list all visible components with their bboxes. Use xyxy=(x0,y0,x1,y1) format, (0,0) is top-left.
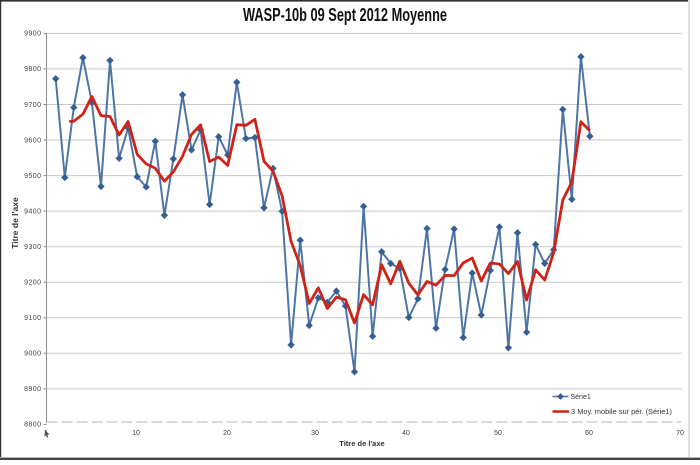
svg-text:60: 60 xyxy=(585,430,593,437)
svg-text:3 Moy. mobile sur pér. (Série1: 3 Moy. mobile sur pér. (Série1) xyxy=(571,409,672,416)
svg-text:9500: 9500 xyxy=(24,173,41,180)
svg-text:9800: 9800 xyxy=(24,66,41,73)
svg-text:40: 40 xyxy=(402,430,410,437)
svg-text:8900: 8900 xyxy=(24,386,41,393)
svg-text:WASP-10b 09 Sept 2012 Moyenne: WASP-10b 09 Sept 2012 Moyenne xyxy=(243,5,447,25)
svg-text:9300: 9300 xyxy=(24,244,41,251)
svg-text:10: 10 xyxy=(132,430,140,437)
svg-text:9000: 9000 xyxy=(24,351,41,358)
svg-text:20: 20 xyxy=(223,430,231,437)
svg-text:9600: 9600 xyxy=(24,137,41,144)
svg-text:Titre de l'axe: Titre de l'axe xyxy=(10,197,20,249)
svg-text:70: 70 xyxy=(676,430,684,437)
svg-text:Série1: Série1 xyxy=(571,394,591,401)
svg-text:9900: 9900 xyxy=(24,31,41,38)
svg-text:9100: 9100 xyxy=(24,315,41,322)
svg-text:50: 50 xyxy=(494,430,502,437)
svg-text:9700: 9700 xyxy=(24,102,41,109)
svg-text:Titre de l'axe: Titre de l'axe xyxy=(339,439,384,448)
svg-text:30: 30 xyxy=(311,430,319,437)
svg-text:9400: 9400 xyxy=(24,208,41,215)
svg-text:9200: 9200 xyxy=(24,280,41,287)
svg-text:8800: 8800 xyxy=(24,422,41,429)
